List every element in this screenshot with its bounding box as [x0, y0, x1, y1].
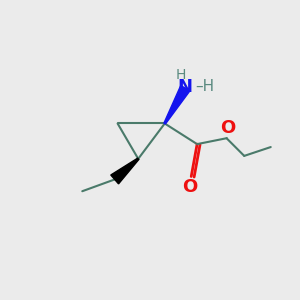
Text: H: H — [176, 68, 186, 82]
Text: O: O — [182, 178, 197, 196]
Text: N: N — [178, 78, 193, 96]
Text: –H: –H — [195, 79, 214, 94]
Polygon shape — [111, 158, 139, 184]
Polygon shape — [164, 85, 190, 124]
Text: O: O — [220, 119, 235, 137]
